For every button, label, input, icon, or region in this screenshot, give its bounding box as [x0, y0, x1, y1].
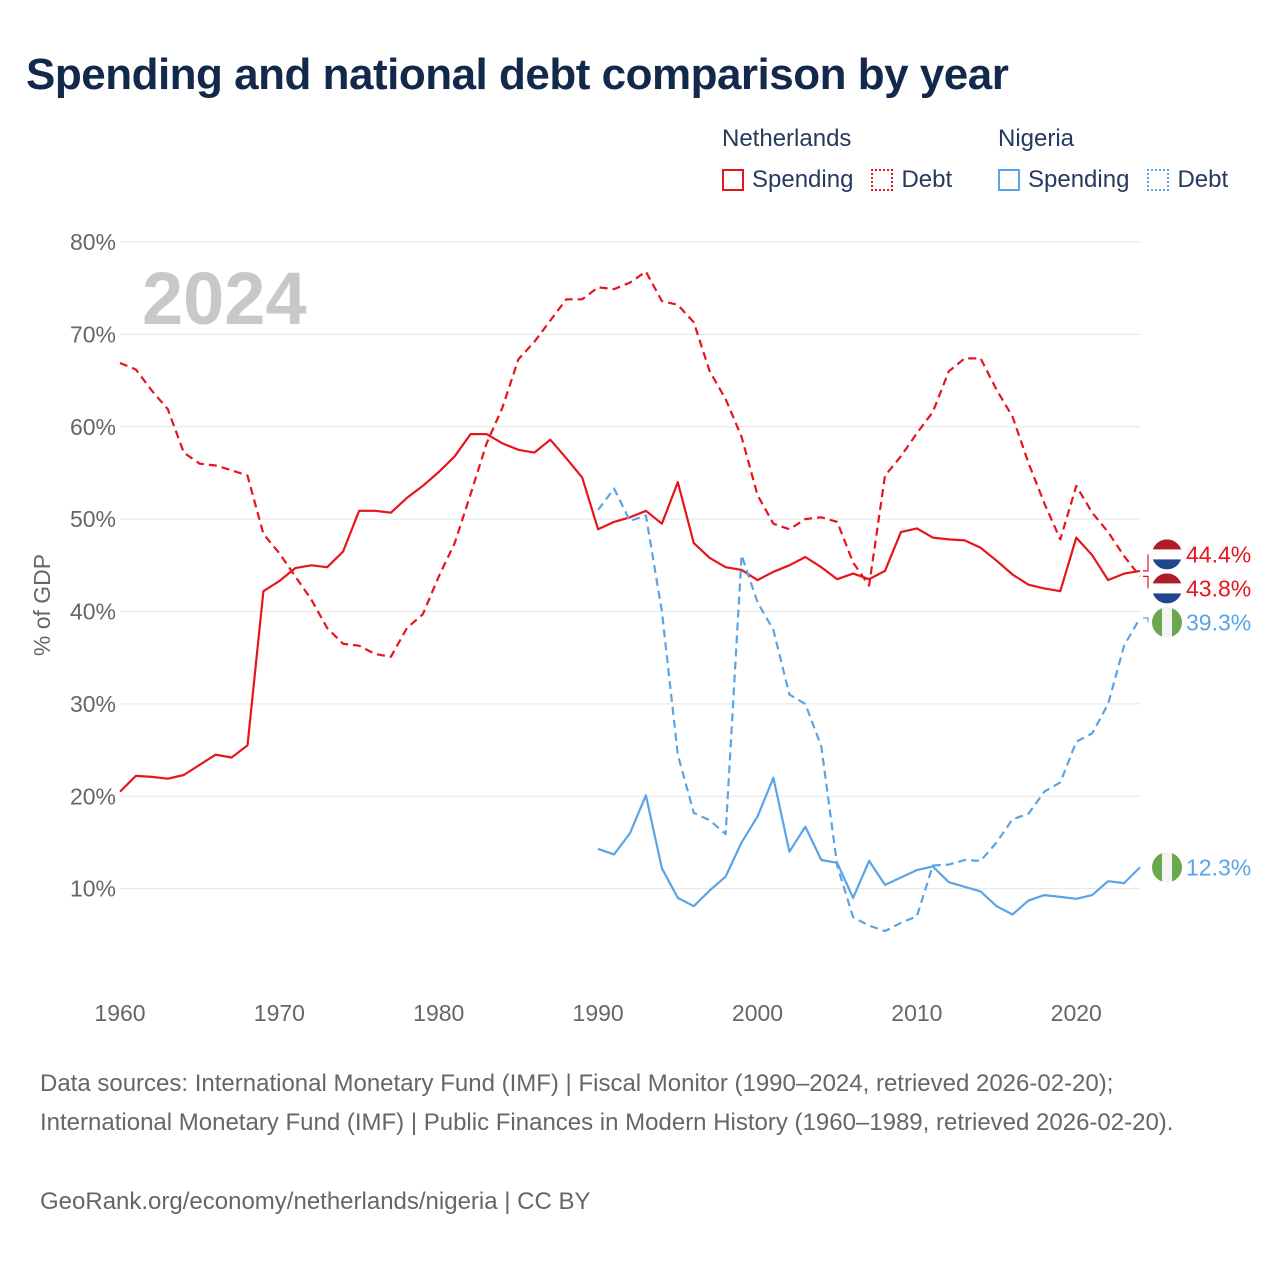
solid-line-swatch-icon: [722, 169, 744, 191]
end-value-label: 44.4%: [1186, 541, 1251, 567]
legend-netherlands-heading: Netherlands: [722, 125, 852, 152]
y-tick-label: 20%: [70, 783, 116, 809]
dotted-line-swatch-icon: [1147, 169, 1170, 191]
dotted-line-swatch-icon: [871, 169, 894, 191]
series-line-nigeria-spending: [597, 776, 1141, 916]
year-watermark: 2024: [142, 257, 307, 340]
nigeria-flag-icon: [1152, 607, 1182, 638]
legend-nigeria-spending[interactable]: Spending: [998, 166, 1129, 194]
netherlands-flag-icon: [1152, 573, 1182, 604]
x-tick-label: 2020: [1051, 1000, 1102, 1026]
legend-netherlands-spending[interactable]: Spending: [722, 166, 853, 194]
x-tick-label: 1960: [94, 1000, 145, 1026]
y-tick-label: 10%: [70, 876, 116, 902]
end-value-label: 39.3%: [1186, 609, 1251, 635]
legend-nigeria: Nigeria Spending Debt: [998, 122, 1228, 194]
series-line-netherlands-spending: [119, 433, 1141, 793]
data-sources-note: Data sources: International Monetary Fun…: [40, 1070, 1174, 1136]
y-axis-label: % of GDP: [29, 554, 55, 656]
series-line-nigeria-debt: [597, 487, 1141, 933]
legend-netherlands-spending-label: Spending: [752, 166, 854, 193]
y-tick-label: 80%: [70, 229, 116, 255]
y-tick-label: 40%: [70, 599, 116, 625]
end-connector: [1143, 575, 1149, 589]
x-tick-label: 1990: [573, 1000, 624, 1026]
legend-netherlands-debt[interactable]: Debt: [871, 166, 952, 194]
legend-nigeria-spending-label: Spending: [1028, 166, 1130, 193]
series-line-netherlands-debt: [119, 270, 1141, 658]
netherlands-flag-icon: [1152, 539, 1182, 570]
legend-nigeria-debt[interactable]: Debt: [1147, 166, 1228, 194]
x-tick-label: 1980: [413, 1000, 464, 1026]
x-tick-label: 1970: [254, 1000, 305, 1026]
y-tick-label: 50%: [70, 506, 116, 532]
legend-netherlands: Netherlands Spending Debt: [722, 122, 952, 194]
legend-nigeria-heading: Nigeria: [998, 125, 1075, 152]
y-tick-label: 30%: [70, 691, 116, 717]
nigeria-flag-icon: [1152, 852, 1182, 883]
legend-netherlands-debt-label: Debt: [901, 166, 953, 193]
end-connector: [1143, 617, 1149, 623]
solid-line-swatch-icon: [998, 169, 1020, 191]
y-tick-label: 70%: [70, 321, 116, 347]
chart-title: Spending and national debt comparison by…: [26, 50, 1009, 99]
line-chart: 10% 20% 30% 40% 50% 60% 70% 80% 1960 1970 1980 1990…: [29, 229, 1251, 1026]
y-tick-label: 60%: [70, 414, 116, 440]
end-connector: [1143, 554, 1149, 572]
x-tick-label: 2000: [732, 1000, 783, 1026]
end-value-label: 43.8%: [1186, 575, 1251, 601]
end-value-label: 12.3%: [1186, 854, 1251, 880]
legend-nigeria-debt-label: Debt: [1177, 166, 1229, 193]
x-tick-label: 2010: [891, 1000, 942, 1026]
source-credit: GeoRank.org/economy/netherlands/nigeria …: [40, 1188, 591, 1215]
